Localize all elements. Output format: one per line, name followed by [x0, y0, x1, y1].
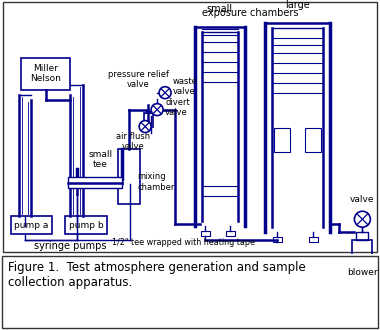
Bar: [273, 237, 282, 242]
Bar: [305, 128, 321, 152]
Bar: [118, 149, 140, 204]
Bar: [226, 231, 235, 236]
Bar: [65, 216, 107, 234]
Circle shape: [355, 211, 370, 227]
Text: mixing
chamber: mixing chamber: [137, 172, 174, 191]
Text: pump a: pump a: [14, 221, 49, 230]
Bar: [11, 216, 52, 234]
Text: air flush
valve: air flush valve: [116, 132, 150, 151]
Text: pressure relief
valve: pressure relief valve: [108, 70, 169, 89]
Text: divert
valve: divert valve: [165, 98, 190, 117]
Bar: [350, 264, 375, 268]
Text: small: small: [207, 4, 233, 14]
Circle shape: [139, 120, 151, 133]
Text: large: large: [285, 0, 309, 10]
Text: syringe pumps: syringe pumps: [34, 241, 107, 251]
Text: 1/2" tee wrapped with heating tape: 1/2" tee wrapped with heating tape: [112, 238, 255, 247]
Bar: [356, 232, 368, 240]
Text: small
tee: small tee: [88, 150, 112, 169]
Text: pump b: pump b: [69, 221, 104, 230]
Bar: [68, 177, 122, 188]
Text: blower: blower: [347, 268, 378, 277]
Text: waste
valve: waste valve: [173, 77, 198, 96]
Bar: [352, 240, 372, 264]
Circle shape: [151, 104, 163, 116]
Bar: [309, 237, 318, 242]
Bar: [201, 231, 210, 236]
Bar: [144, 113, 153, 126]
Text: Miller
Nelson: Miller Nelson: [30, 64, 61, 83]
Text: exposure chambers: exposure chambers: [201, 8, 298, 18]
Text: Figure 1.  Test atmosphere generation and sample
collection apparatus.: Figure 1. Test atmosphere generation and…: [8, 261, 306, 289]
Bar: [274, 128, 290, 152]
Text: valve: valve: [350, 195, 375, 204]
Bar: [21, 58, 70, 90]
Circle shape: [159, 87, 171, 99]
